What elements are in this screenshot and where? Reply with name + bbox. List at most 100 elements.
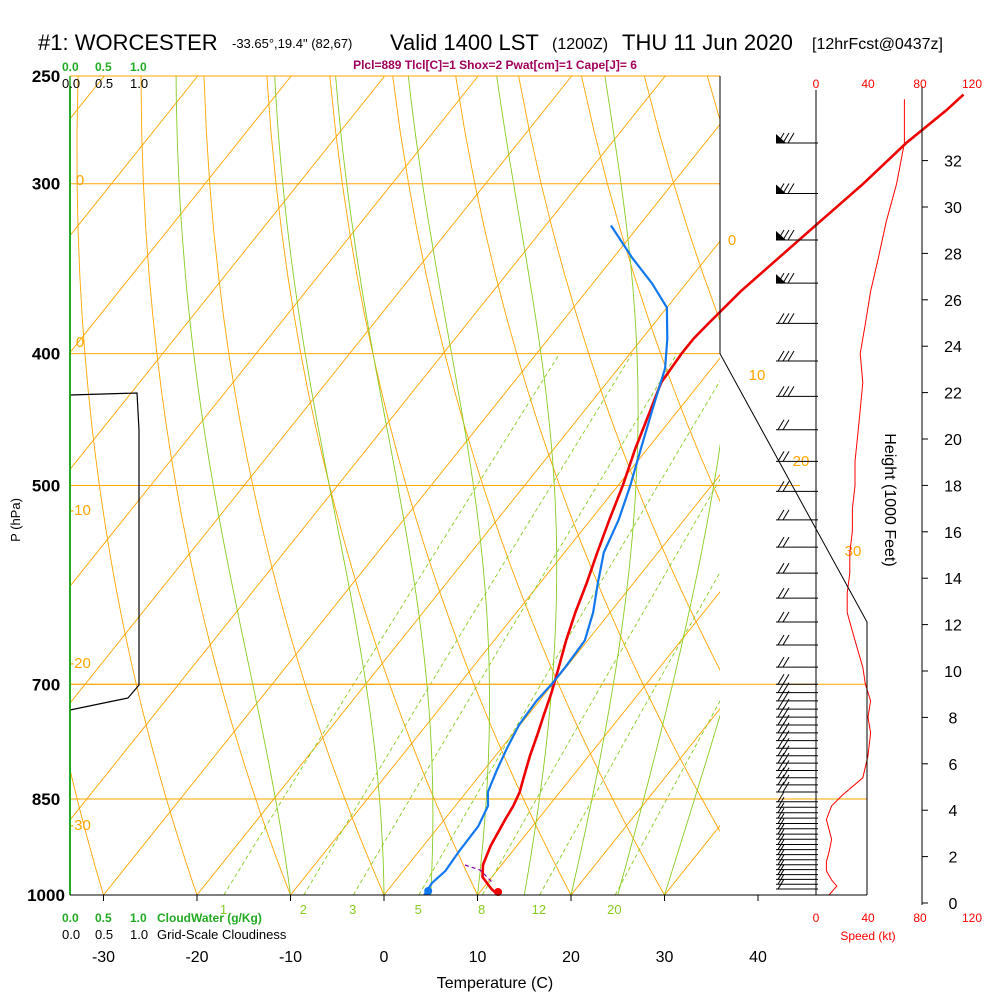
wind-barb — [776, 791, 818, 803]
moist-adiabat-line — [617, 443, 720, 895]
parcel-path — [464, 864, 493, 883]
wind-barb-feather — [782, 634, 790, 646]
wind-barb — [776, 730, 818, 742]
speed-tick-label-bottom: 120 — [962, 911, 982, 925]
cloudwater-tick-bottom-1: 0.5 — [95, 911, 112, 925]
height-tick-label: 16 — [944, 525, 962, 542]
height-tick-label: 0 — [949, 896, 958, 913]
speed-tick-label-top: 0 — [813, 77, 820, 91]
wind-barb-feather — [777, 674, 785, 685]
mixing-ratio-label: 1 — [220, 902, 227, 917]
x-tick-label: -20 — [185, 949, 208, 966]
height-tick-label: 22 — [944, 386, 962, 403]
height-tick-label: 14 — [944, 571, 962, 588]
moist-adiabat-line — [496, 76, 558, 895]
surface-temperature-point — [494, 888, 503, 896]
valid-date: THU 11 Jun 2020 — [622, 30, 793, 55]
wind-barb-feather — [782, 722, 790, 734]
x-tick-label: 40 — [749, 949, 767, 966]
wind-barb-feather — [787, 183, 795, 194]
cloudiness-profile — [69, 392, 140, 711]
dry-adiabat-line — [70, 767, 104, 895]
valid-time: Valid 1400 LST — [390, 30, 539, 55]
wind-barb-feather — [777, 781, 785, 793]
wind-barb-pennant — [776, 274, 786, 284]
wind-barb-feather — [782, 760, 790, 771]
pressure-tick-label: 1000 — [27, 886, 65, 905]
wind-barb — [776, 656, 818, 668]
wind-barb-feather — [782, 451, 790, 462]
pressure-tick-label: 500 — [32, 477, 60, 496]
height-tick-label: 4 — [949, 803, 958, 820]
height-tick-label: 12 — [944, 618, 962, 635]
chart-series — [69, 86, 965, 896]
cloudwater-tick-top-0: 0.0 — [62, 60, 79, 74]
isotherm-label: 30 — [845, 543, 862, 560]
height-tick-label: 28 — [944, 246, 962, 263]
height-tick-label: 26 — [944, 293, 962, 310]
dry-adiabat-line — [76, 76, 198, 895]
height-axis-label: Height (1000 Feet) — [881, 433, 898, 566]
mixing-ratio-line — [539, 571, 720, 895]
mixing-ratio-label: 2 — [300, 902, 307, 917]
wind-barb — [776, 634, 818, 646]
speed-tick-label-top: 40 — [861, 77, 875, 91]
cloudwater-tick-top-1: 0.5 — [95, 60, 112, 74]
wind-barb-feather — [787, 229, 795, 241]
isotherm-line — [0, 76, 11, 895]
wind-barb — [776, 350, 818, 362]
temperature-line — [481, 93, 965, 896]
height-tick-label: 8 — [949, 710, 958, 727]
wind-barb-feather — [782, 767, 790, 779]
wind-barb-feather — [782, 745, 790, 756]
wind-barb-feather — [777, 481, 785, 492]
wind-barb — [776, 752, 818, 764]
wind-barb — [776, 229, 818, 241]
wind-barb-feather — [777, 562, 785, 574]
wind-barb-feather — [777, 760, 785, 771]
mixing-ratio-line — [614, 700, 720, 895]
wind-barb — [776, 132, 818, 144]
cloudiness-tick-bottom-1: 0.5 — [95, 927, 113, 942]
wind-barb — [776, 797, 818, 808]
dry-adiabat-line — [266, 76, 478, 895]
station-coords: -33.65°,19.4" (82,67) — [232, 36, 352, 51]
cloudiness-tick-bottom-0: 0.0 — [62, 927, 80, 942]
isotherm-line — [477, 591, 720, 895]
wind-barb-feather — [777, 656, 785, 668]
speed-tick-label-bottom: 40 — [861, 911, 875, 925]
isotherm-label: 0 — [728, 232, 736, 249]
dry-adiabat-label: -10 — [69, 502, 91, 519]
forecast-label: [12hrFcst@0437z] — [812, 36, 943, 53]
wind-barb — [776, 509, 818, 521]
height-tick-label: 24 — [944, 339, 962, 356]
wind-barb — [776, 562, 818, 574]
wind-barb — [776, 611, 818, 623]
wind-barb-feather — [777, 797, 785, 808]
wind-barb-feather — [782, 781, 790, 793]
cloudiness-tick-top-0: 0.0 — [62, 76, 80, 91]
x-tick-label: 30 — [656, 949, 674, 966]
wind-barb — [776, 714, 818, 726]
dry-adiabat-line — [392, 76, 665, 895]
wind-barb-feather — [782, 730, 790, 741]
wind-barbs — [776, 132, 818, 890]
wind-barb-feather — [782, 611, 790, 623]
speed-tick-label-bottom: 0 — [813, 911, 820, 925]
mixing-ratio-label: 5 — [415, 902, 422, 917]
wind-barb-feather — [777, 313, 785, 324]
dry-adiabat-line — [581, 76, 720, 503]
wind-barb — [776, 774, 818, 786]
wind-barb — [776, 272, 818, 284]
wind-barb-feather — [782, 774, 790, 786]
pressure-tick-label: 400 — [32, 345, 60, 364]
pressure-tick-label: 250 — [32, 67, 60, 86]
cloudwater-label: CloudWater (g/Kg) — [157, 911, 262, 925]
wind-barb-feather — [782, 313, 790, 324]
mixing-ratio-label: 12 — [532, 902, 546, 917]
dry-adiabat-line — [329, 76, 572, 895]
x-tick-label: 20 — [562, 949, 580, 966]
wind-barb-feather — [782, 587, 790, 599]
wind-barb-feather — [782, 656, 790, 668]
